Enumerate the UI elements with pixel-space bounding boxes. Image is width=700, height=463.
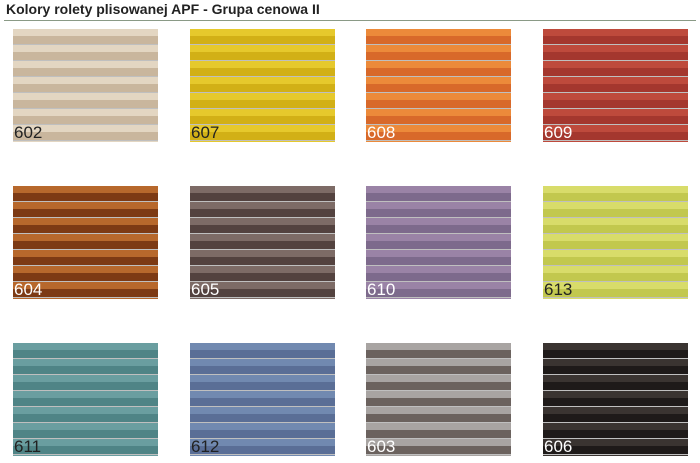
swatch-code: 610 xyxy=(367,280,396,299)
color-swatch-611[interactable]: 611 xyxy=(13,343,158,456)
title-divider xyxy=(4,20,696,21)
swatch-code: 605 xyxy=(191,280,220,299)
color-swatch-612[interactable]: 612 xyxy=(190,343,335,456)
swatch-code: 612 xyxy=(191,437,220,456)
color-swatch-608[interactable]: 608 xyxy=(366,29,511,142)
swatch-code: 606 xyxy=(544,437,573,456)
color-swatch-610[interactable]: 610 xyxy=(366,186,511,299)
swatch-code: 608 xyxy=(367,123,396,142)
color-swatch-605[interactable]: 605 xyxy=(190,186,335,299)
swatch-code: 611 xyxy=(14,437,42,456)
color-swatch-613[interactable]: 613 xyxy=(543,186,688,299)
color-swatch-602[interactable]: 602 xyxy=(13,29,158,142)
color-swatch-604[interactable]: 604 xyxy=(13,186,158,299)
swatch-code: 603 xyxy=(367,437,396,456)
page-title: Kolory rolety plisowanej APF - Grupa cen… xyxy=(6,1,320,17)
color-swatch-606[interactable]: 606 xyxy=(543,343,688,456)
swatch-code: 604 xyxy=(14,280,43,299)
swatch-code: 602 xyxy=(14,123,43,142)
color-swatch-609[interactable]: 609 xyxy=(543,29,688,142)
swatch-code: 613 xyxy=(544,280,573,299)
swatch-code: 609 xyxy=(544,123,573,142)
color-swatch-603[interactable]: 603 xyxy=(366,343,511,456)
swatch-code: 607 xyxy=(191,123,220,142)
color-swatch-607[interactable]: 607 xyxy=(190,29,335,142)
